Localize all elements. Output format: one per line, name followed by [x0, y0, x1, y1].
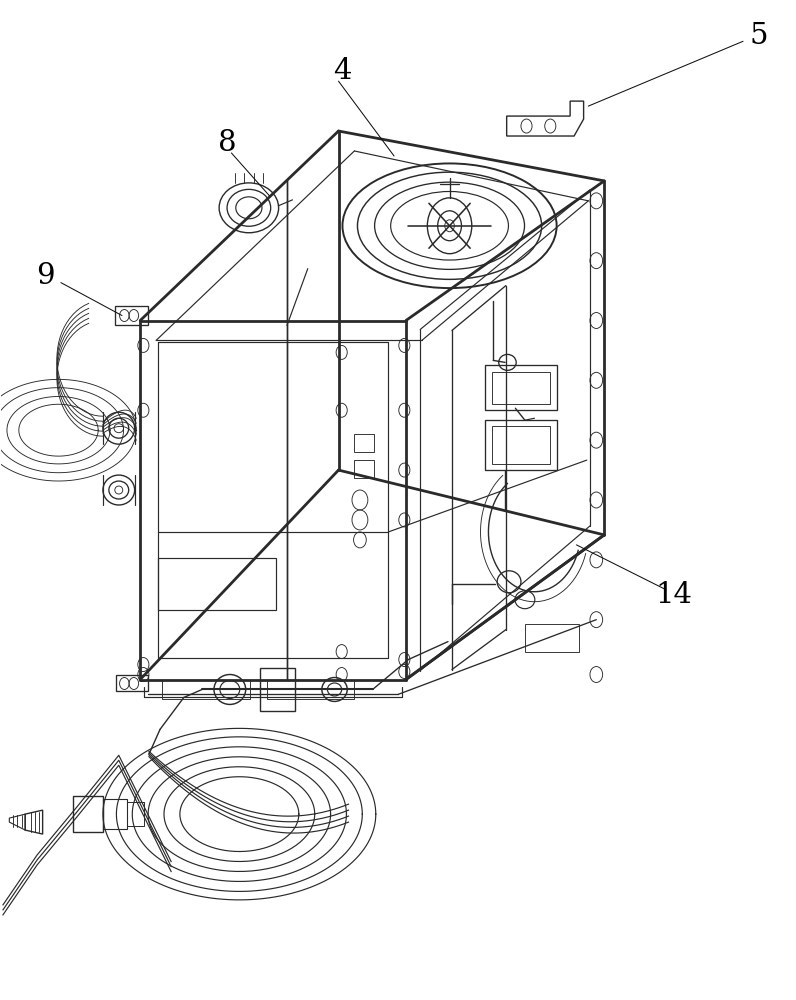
Text: 5: 5 — [750, 22, 768, 50]
Bar — [260, 668, 295, 711]
Text: 8: 8 — [218, 129, 236, 157]
Bar — [103, 799, 127, 829]
Text: 14: 14 — [656, 581, 693, 609]
Text: 4: 4 — [334, 57, 352, 85]
Bar — [492, 426, 550, 464]
Text: 9: 9 — [36, 262, 54, 290]
Bar — [267, 680, 354, 699]
Bar — [127, 802, 144, 826]
Bar — [486, 365, 556, 410]
Bar — [158, 558, 276, 610]
Bar — [354, 460, 374, 478]
Bar — [354, 434, 374, 452]
Bar — [162, 680, 250, 699]
Bar — [486, 420, 556, 470]
Bar — [525, 624, 579, 652]
Bar — [72, 796, 103, 832]
Bar — [492, 372, 550, 404]
